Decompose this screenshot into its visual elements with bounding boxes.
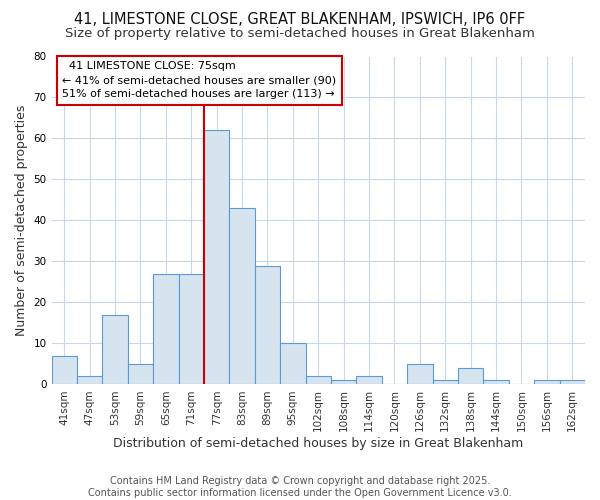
Bar	[52, 356, 77, 384]
Text: 41, LIMESTONE CLOSE, GREAT BLAKENHAM, IPSWICH, IP6 0FF: 41, LIMESTONE CLOSE, GREAT BLAKENHAM, IP…	[74, 12, 526, 28]
Text: 41 LIMESTONE CLOSE: 75sqm  
← 41% of semi-detached houses are smaller (90)
51% o: 41 LIMESTONE CLOSE: 75sqm ← 41% of semi-…	[62, 62, 337, 100]
Bar	[128, 364, 153, 384]
Bar	[356, 376, 382, 384]
Bar	[229, 208, 255, 384]
Bar	[458, 368, 484, 384]
Bar	[433, 380, 458, 384]
Bar	[77, 376, 103, 384]
X-axis label: Distribution of semi-detached houses by size in Great Blakenham: Distribution of semi-detached houses by …	[113, 437, 523, 450]
Bar	[407, 364, 433, 384]
Text: Contains HM Land Registry data © Crown copyright and database right 2025.
Contai: Contains HM Land Registry data © Crown c…	[88, 476, 512, 498]
Bar	[204, 130, 229, 384]
Bar	[103, 315, 128, 384]
Text: Size of property relative to semi-detached houses in Great Blakenham: Size of property relative to semi-detach…	[65, 28, 535, 40]
Bar	[560, 380, 585, 384]
Bar	[179, 274, 204, 384]
Bar	[484, 380, 509, 384]
Bar	[255, 266, 280, 384]
Y-axis label: Number of semi-detached properties: Number of semi-detached properties	[15, 105, 28, 336]
Bar	[534, 380, 560, 384]
Bar	[280, 344, 305, 384]
Bar	[331, 380, 356, 384]
Bar	[153, 274, 179, 384]
Bar	[305, 376, 331, 384]
